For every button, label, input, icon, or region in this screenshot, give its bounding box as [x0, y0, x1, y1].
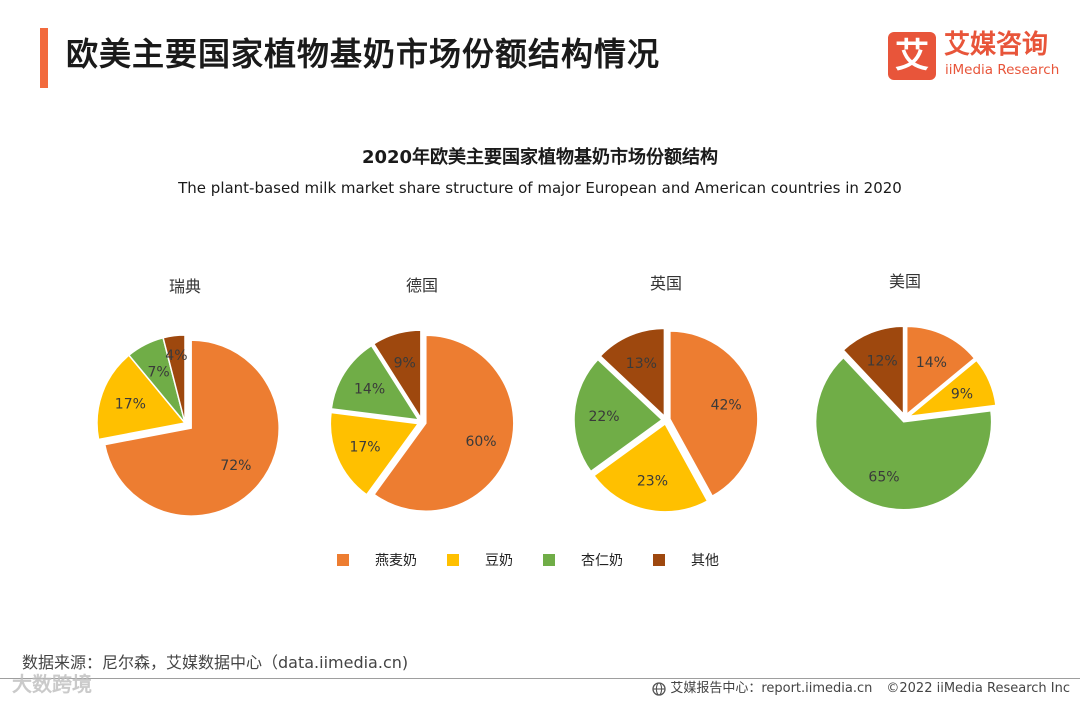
- legend-swatch-soy: [447, 554, 459, 566]
- pie-slice-soy: [96, 354, 187, 441]
- legend-item-soy: 豆奶: [447, 550, 513, 570]
- chart-subtitle: The plant-based milk market share struct…: [178, 179, 902, 197]
- pie-2: 英国 42% 23% 22% 13%: [573, 274, 759, 513]
- pie-title-3: 美国: [889, 272, 921, 291]
- legend-swatch-almond: [543, 554, 555, 566]
- title-accent-bar: [40, 28, 48, 88]
- pie-label-soy: 23%: [637, 474, 668, 490]
- pie-1: 德国 60% 17% 14% 9%: [329, 276, 515, 512]
- legend-swatch-oat: [337, 554, 349, 566]
- pie-slice-oat: [669, 330, 759, 498]
- pie-label-other: 12%: [867, 353, 898, 369]
- pie-slice-almond: [330, 344, 421, 421]
- legend-label-oat: 燕麦奶: [375, 553, 417, 569]
- pie-label-other: 9%: [394, 355, 416, 371]
- report-center-link[interactable]: 艾媒报告中心：report.iimedia.cn: [670, 681, 873, 696]
- pie-label-other: 13%: [626, 356, 657, 372]
- legend-label-soy: 豆奶: [485, 553, 513, 569]
- pie-title-0: 瑞典: [169, 277, 201, 296]
- pie-slice-oat: [373, 334, 515, 512]
- legend: 燕麦奶 豆奶 杏仁奶 其他: [337, 549, 749, 571]
- pie-title-1: 德国: [406, 276, 438, 295]
- pie-label-oat: 14%: [916, 355, 947, 371]
- logo-name-cn: 艾媒咨询: [944, 30, 1049, 60]
- pie-slice-other: [372, 329, 422, 421]
- pie-slice-soy: [592, 422, 709, 513]
- pie-slice-oat: [103, 339, 280, 517]
- pie-label-almond: 7%: [148, 364, 170, 380]
- pie-slice-other: [162, 334, 186, 424]
- pie-slice-almond: [814, 356, 993, 511]
- pie-slice-soy: [329, 411, 420, 496]
- legend-label-almond: 杏仁奶: [581, 553, 623, 569]
- pie-label-almond: 65%: [868, 469, 899, 485]
- pie-label-soy: 17%: [115, 396, 146, 412]
- legend-swatch-other: [653, 554, 665, 566]
- legend-label-other: 其他: [691, 553, 719, 569]
- pie-3: 美国 14%9% 65% 12%: [814, 272, 997, 511]
- pie-title-2: 英国: [650, 274, 682, 293]
- footer-bar: 艾媒报告中心：report.iimedia.cn ©2022 iiMedia R…: [652, 680, 1070, 698]
- data-source: 数据来源：尼尔森，艾媒数据中心（data.iimedia.cn): [22, 653, 409, 672]
- copyright: ©2022 iiMedia Research Inc: [886, 681, 1070, 696]
- globe-icon: [652, 682, 666, 696]
- logo-name-en: iiMedia Research: [945, 62, 1060, 78]
- iimedia-logo[interactable]: 艾 艾媒咨询 iiMedia Research: [888, 30, 1068, 82]
- pie-label-almond: 14%: [354, 382, 385, 398]
- legend-item-other: 其他: [653, 550, 719, 570]
- pie-label-soy: 17%: [349, 440, 380, 456]
- pie-label-soy: 9%: [951, 386, 973, 402]
- chart-title: 2020年欧美主要国家植物基奶市场份额结构: [361, 147, 719, 168]
- pie-0: 瑞典 72% 17%7%4%: [96, 277, 280, 517]
- page-title: 欧美主要国家植物基奶市场份额结构情况: [66, 35, 661, 73]
- footer-divider: [0, 678, 1080, 679]
- pie-slice-oat: [905, 325, 976, 416]
- pie-label-oat: 72%: [220, 458, 251, 474]
- pie-label-oat: 42%: [711, 398, 742, 414]
- pie-label-almond: 22%: [588, 409, 619, 425]
- watermark: 大数跨境: [12, 672, 92, 696]
- pie-label-other: 4%: [165, 348, 187, 364]
- pie-slice-other: [842, 325, 905, 417]
- logo-mark-icon: 艾: [888, 32, 936, 80]
- legend-item-oat: 燕麦奶: [337, 550, 417, 570]
- legend-item-almond: 杏仁奶: [543, 550, 623, 570]
- pie-slice-soy: [906, 359, 997, 418]
- pie-slice-almond: [573, 358, 664, 473]
- pie-slice-other: [599, 327, 666, 419]
- pie-label-oat: 60%: [465, 434, 496, 450]
